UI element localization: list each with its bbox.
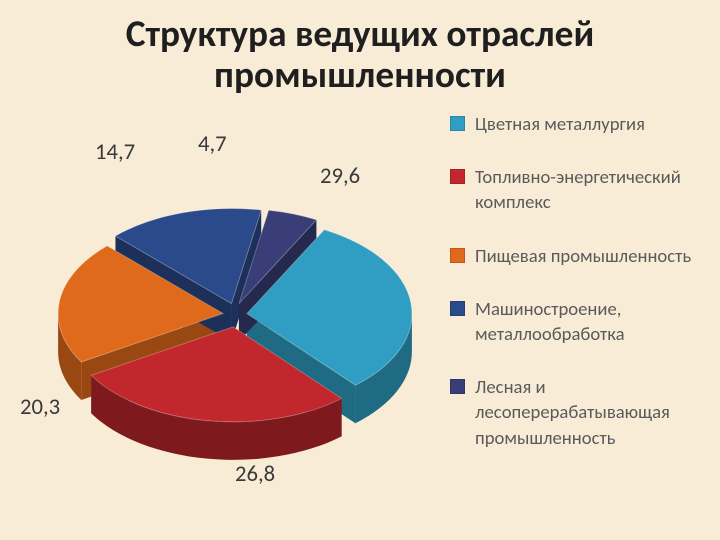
legend-label-nonferrous: Цветная металлургия bbox=[475, 112, 645, 137]
pie-chart-svg bbox=[0, 100, 440, 530]
legend-label-forestry: Лесная и лесоперерабатывающая промышленн… bbox=[475, 375, 710, 451]
pie-chart: 29,6 26,8 20,3 14,7 4,7 bbox=[0, 100, 440, 530]
datalabel-nonferrous: 29,6 bbox=[320, 162, 360, 190]
legend-label-food: Пищевая промышленность bbox=[475, 244, 691, 269]
legend-item-food: Пищевая промышленность bbox=[450, 244, 710, 269]
legend-label-fuel_energy: Топливно-энергетический комплекс bbox=[475, 165, 710, 215]
datalabel-food: 20,3 bbox=[20, 393, 60, 421]
legend-item-fuel_energy: Топливно-энергетический комплекс bbox=[450, 165, 710, 215]
legend-item-machinery: Машиностроение, металлообработка bbox=[450, 297, 710, 347]
legend-item-forestry: Лесная и лесоперерабатывающая промышленн… bbox=[450, 375, 710, 451]
legend-swatch-fuel_energy bbox=[450, 169, 465, 184]
legend: Цветная металлургия Топливно-энергетическ… bbox=[450, 112, 710, 479]
legend-swatch-machinery bbox=[450, 301, 465, 316]
chart-title: Структура ведущих отраслей промышленност… bbox=[0, 14, 720, 96]
datalabel-fuel_energy: 26,8 bbox=[235, 460, 275, 488]
datalabel-machinery: 14,7 bbox=[95, 138, 135, 166]
legend-swatch-food bbox=[450, 248, 465, 263]
datalabel-forestry: 4,7 bbox=[198, 130, 227, 158]
legend-item-nonferrous: Цветная металлургия bbox=[450, 112, 710, 137]
legend-swatch-forestry bbox=[450, 379, 465, 394]
legend-label-machinery: Машиностроение, металлообработка bbox=[475, 297, 710, 347]
legend-swatch-nonferrous bbox=[450, 116, 465, 131]
